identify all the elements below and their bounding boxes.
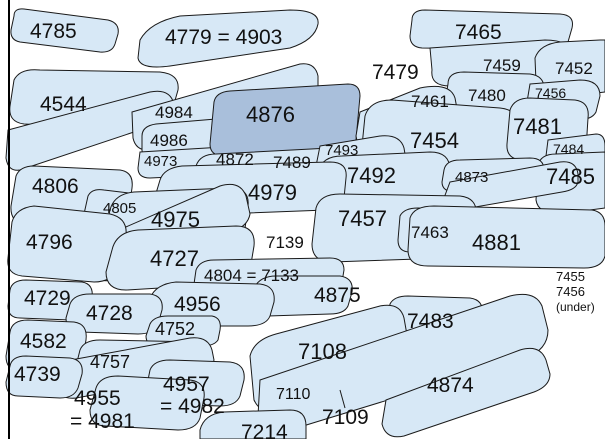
label-7479: 7479 [372,61,419,84]
label-7459: 7459 [483,56,521,75]
label-7461: 7461 [411,92,449,111]
stone-4955 [89,375,205,431]
label-7465: 7465 [455,21,502,44]
label-4872: 4872 [216,150,254,169]
label-7493: 7493 [325,142,358,159]
label-7452: 7452 [555,59,593,78]
label-4796: 4796 [26,231,73,254]
label-4729: 4729 [24,287,71,310]
label-7455: 7455 [556,269,585,284]
label-7110: 7110 [276,386,311,403]
label-4544: 4544 [40,93,87,116]
label-4875: 4875 [314,284,361,307]
label-7483: 7483 [407,310,454,333]
label-7457: 7457 [338,206,387,231]
shapes-layer [5,8,605,439]
label-4984: 4984 [155,103,193,122]
label-4973: 4973 [144,153,177,170]
label-4982: = 4982 [160,395,225,418]
label-7214: 7214 [241,421,288,439]
label-4873: 4873 [455,169,488,186]
label-4804: 4804 = 7133 [204,266,299,285]
stone-4874 [381,347,551,438]
label-4956: 4956 [174,293,221,316]
label-4806: 4806 [32,175,79,198]
label-7484: 7484 [553,141,584,157]
label-7456: 7456 [535,85,566,101]
label-7489: 7489 [273,153,311,172]
label-7108: 7108 [298,339,347,364]
stone-4739 [5,355,83,399]
label-4785: 4785 [30,20,77,43]
stone-4881 [407,205,605,269]
label-4957: 4957 [163,373,210,396]
label-4739: 4739 [14,363,61,386]
stone-7214 [199,409,307,439]
label-4881: 4881 [472,230,521,255]
label-4876: 4876 [246,102,295,127]
label-4805: 4805 [103,200,136,217]
leader-7109 [339,389,346,409]
label-4728: 4728 [86,302,133,325]
label-7492: 7492 [347,163,396,188]
label-4582: 4582 [20,330,67,353]
label-7480: 7480 [468,86,506,105]
label-7109: 7109 [322,406,369,429]
label-7485: 7485 [546,164,595,189]
label-7139: 7139 [266,233,304,252]
label-4757: 4757 [90,352,130,372]
label-4975: 4975 [151,207,200,232]
label-4779: 4779 = 4903 [165,26,282,49]
label-under: (under) [556,300,595,314]
label-7463: 7463 [411,223,449,242]
label-7454: 7454 [410,128,459,153]
stone-4785 [10,8,119,53]
label-4752: 4752 [155,319,195,339]
label-7481: 7481 [513,114,562,139]
label-4955: 4955 [74,387,121,410]
label-4981: = 4981 [70,410,135,433]
label-4727: 4727 [150,246,199,271]
label-7456b: 7456 [556,284,585,299]
labels-layer: 4785 4779 = 4903 7465 7479 7459 7452 746… [14,20,595,439]
label-4979: 4979 [248,180,297,205]
label-4986: 4986 [150,131,188,150]
label-4874: 4874 [427,374,474,397]
stone-4779 [137,9,319,68]
